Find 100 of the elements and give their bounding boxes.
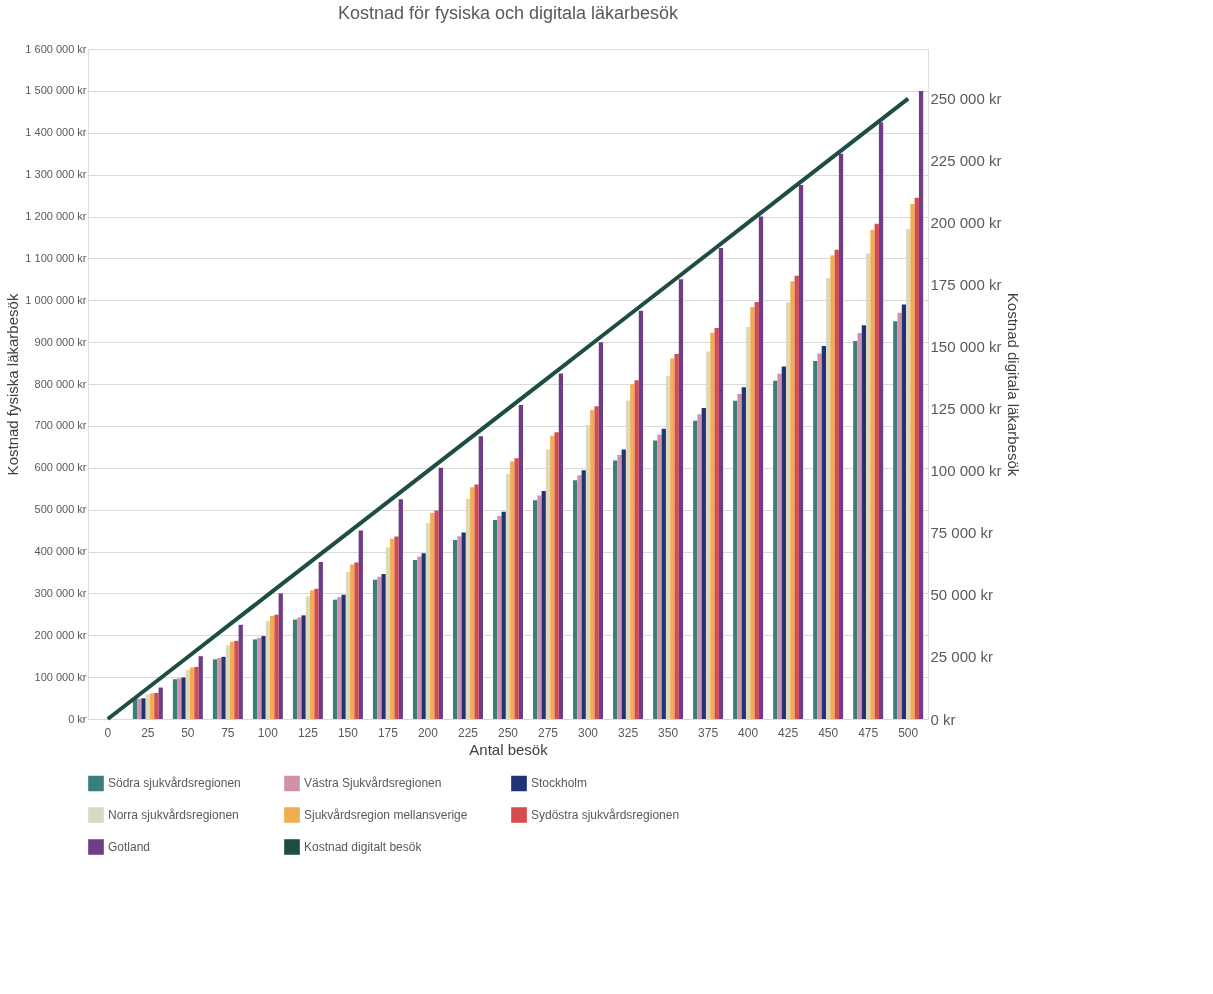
bar (385, 547, 391, 719)
bar (177, 678, 182, 719)
bar (217, 658, 222, 719)
y-tick-label: 200 000 kr (34, 628, 87, 641)
bar (794, 275, 799, 719)
y-tick-label: 1 000 000 kr (25, 293, 87, 306)
bar (661, 428, 666, 719)
bar (857, 333, 862, 719)
y-tick-label: 800 000 kr (34, 377, 87, 390)
bar (826, 278, 831, 719)
bar (350, 564, 355, 719)
bar (470, 487, 475, 719)
y-tick-label: 1 300 000 kr (25, 168, 87, 181)
bar (817, 353, 822, 719)
bar (265, 621, 271, 719)
bar (777, 373, 782, 719)
legend-label: Sydöstra sjukvårdsregionen (531, 808, 680, 822)
y2-tick-label: 200 000 kr (930, 214, 1002, 232)
bar (625, 400, 631, 719)
bar (585, 425, 591, 719)
bar (505, 474, 511, 719)
bar (474, 484, 479, 719)
bar (861, 325, 867, 719)
x-tick-label: 50 (181, 725, 195, 740)
y-tick-label: 700 000 kr (34, 419, 87, 432)
bar (558, 373, 564, 719)
bar (514, 458, 519, 719)
bar (501, 511, 506, 719)
bar (230, 641, 235, 719)
y-tick-label: 1 100 000 kr (25, 251, 87, 264)
bar (398, 499, 403, 719)
bar (665, 376, 671, 719)
bar (798, 185, 804, 719)
legend-label: Gotland (108, 840, 151, 854)
y-tick-label: 1 400 000 kr (25, 126, 87, 139)
bar (270, 615, 275, 719)
bar (710, 332, 715, 719)
bar (621, 449, 626, 719)
y2-tick-label: 175 000 kr (930, 276, 1002, 294)
bar (234, 640, 239, 719)
bar (634, 380, 639, 719)
bar (225, 645, 231, 719)
bar (478, 436, 483, 719)
bar (465, 498, 471, 719)
y-tick-label: 0 kr (68, 712, 87, 725)
bar (545, 449, 551, 719)
bar (866, 253, 871, 719)
x-tick-label: 500 (898, 725, 919, 740)
bar (910, 203, 915, 719)
bar (421, 553, 426, 719)
bar (670, 358, 675, 719)
bar (550, 435, 555, 719)
bar (745, 327, 751, 719)
bar (598, 342, 604, 719)
bar (653, 440, 658, 719)
x-tick-label: 200 (417, 725, 439, 740)
x-tick-label: 475 (858, 725, 879, 740)
bar (141, 698, 146, 719)
bar (901, 304, 907, 719)
bar (425, 523, 431, 719)
x-tick-label: 300 (578, 725, 599, 740)
bar (354, 562, 359, 719)
bar (292, 619, 298, 719)
bar (813, 360, 818, 719)
y2-tick-label: 250 000 kr (930, 90, 1002, 108)
bar (821, 345, 827, 719)
bar (510, 461, 515, 719)
bar (341, 594, 346, 719)
bar (261, 636, 266, 719)
y-tick-label: 400 000 kr (34, 545, 87, 557)
bar (834, 249, 839, 719)
bar (638, 310, 644, 719)
bar (434, 510, 439, 719)
legend-label: Sjukvårdsregion mellansverige (304, 808, 468, 822)
bar (733, 400, 738, 719)
bar (394, 536, 399, 719)
bar (674, 354, 679, 719)
bar (893, 321, 898, 719)
bar (533, 500, 538, 719)
bar (785, 302, 791, 719)
bar (194, 666, 199, 719)
bar (590, 409, 595, 719)
y-tick-label: 600 000 kr (34, 461, 87, 474)
bar (305, 596, 311, 719)
x-tick-label: 0 (104, 725, 112, 740)
bar (678, 279, 684, 719)
bar (337, 597, 342, 719)
bar (301, 615, 306, 719)
bar (750, 306, 755, 719)
bar (878, 122, 884, 719)
bar (412, 559, 418, 719)
bar (914, 197, 919, 719)
legend-label: Västra Sjukvårdsregionen (304, 776, 442, 791)
x-tick-label: 250 (497, 725, 519, 740)
x-tick-label: 150 (337, 725, 359, 740)
bar (594, 406, 599, 719)
bar (149, 693, 155, 719)
legend-label: Södra sjukvårdsregionen (108, 776, 241, 791)
bar (332, 599, 338, 719)
x-tick-label: 450 (818, 725, 839, 740)
